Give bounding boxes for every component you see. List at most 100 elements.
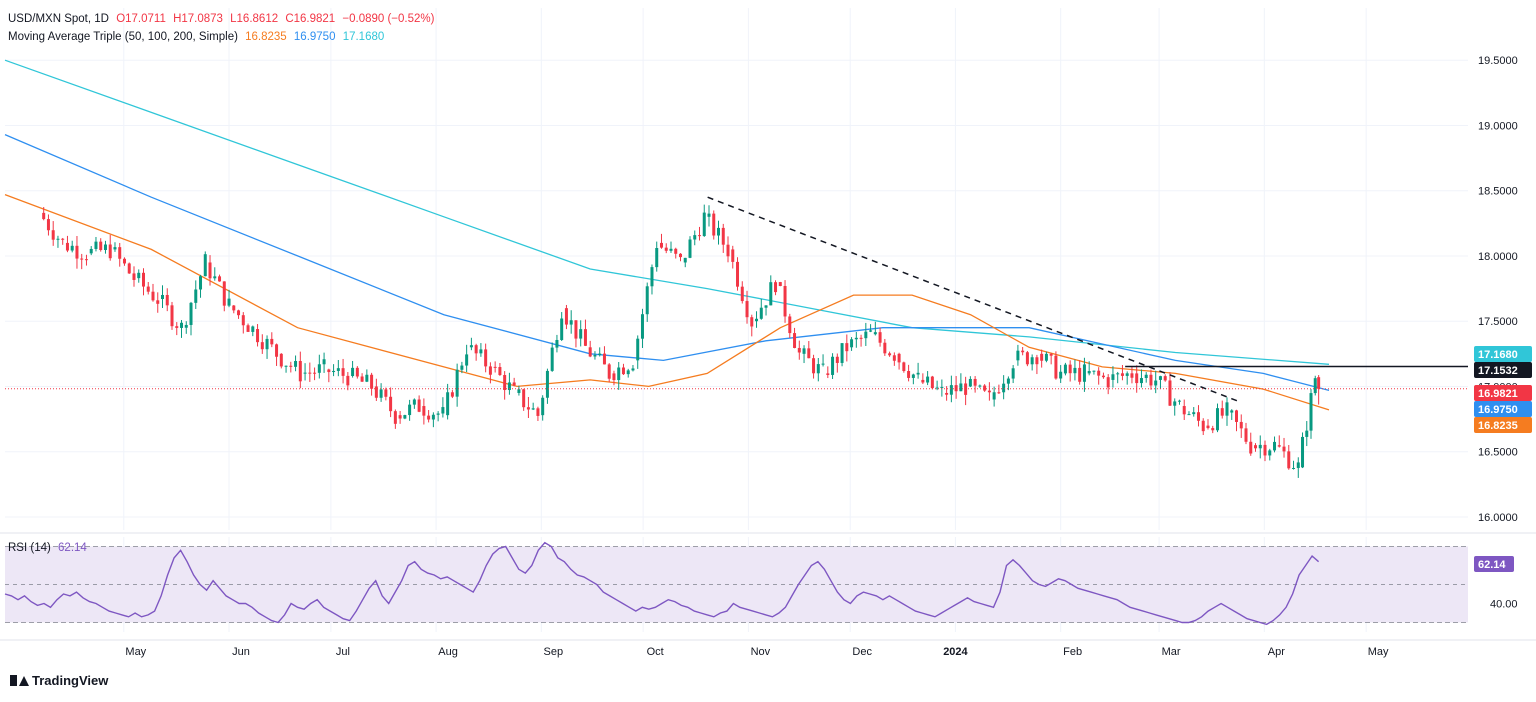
candle-body <box>1049 353 1053 356</box>
candle-body <box>94 241 98 249</box>
candle-body <box>945 392 949 395</box>
candle-body <box>902 362 906 372</box>
candle-body <box>118 247 122 259</box>
symbol-label[interactable]: USD/MXN Spot, 1D <box>8 13 109 25</box>
candle-body <box>821 363 825 365</box>
price-tick-label: 17.5000 <box>1478 316 1518 328</box>
candle-body <box>569 320 573 325</box>
candle-body <box>788 316 792 334</box>
downtrend-line <box>707 196 1241 403</box>
candle-body <box>213 276 217 279</box>
candle-body <box>617 367 621 381</box>
candle-body <box>1268 450 1272 456</box>
candle-body <box>56 238 60 240</box>
candle-body <box>265 338 269 350</box>
candle-body <box>631 368 635 371</box>
candle-body <box>313 372 317 374</box>
time-tick-label: Jul <box>336 646 350 658</box>
candle-body <box>1059 371 1063 379</box>
candle-body <box>1054 355 1058 379</box>
time-tick-label: Jun <box>232 646 250 658</box>
candle-body <box>712 213 716 236</box>
time-tick-label: May <box>1368 646 1389 658</box>
candle-body <box>1292 467 1296 469</box>
candle-body <box>246 325 250 332</box>
candle-body <box>132 273 136 280</box>
price-tag-label: 16.9750 <box>1478 404 1518 416</box>
tradingview-logo[interactable]: TradingView <box>10 673 108 688</box>
candle-body <box>1173 401 1177 406</box>
candle-body <box>698 235 702 237</box>
candle-body <box>755 318 759 322</box>
candle-body <box>336 368 340 371</box>
price-tick-label: 19.0000 <box>1478 120 1518 132</box>
candle-body <box>113 247 117 250</box>
candle-body <box>460 365 464 370</box>
candle-body <box>840 343 844 363</box>
price-tag-label: 16.8235 <box>1478 420 1518 432</box>
candle-body <box>997 392 1001 394</box>
candle-body <box>1078 367 1082 382</box>
candle-body <box>175 326 179 328</box>
price-tick-label: 19.5000 <box>1478 55 1518 67</box>
candle-body <box>968 378 972 387</box>
candle-body <box>170 305 174 327</box>
candle-body <box>332 370 336 373</box>
candle-body <box>1144 374 1148 379</box>
candle-body <box>1282 446 1286 452</box>
candle-body <box>973 378 977 386</box>
rsi-title[interactable]: RSI (14) <box>8 542 51 554</box>
candle-body <box>1263 444 1267 456</box>
candle-body <box>664 247 668 251</box>
candle-body <box>341 368 345 376</box>
price-tick-label: 18.0000 <box>1478 251 1518 263</box>
price-tag-label: 16.9821 <box>1478 388 1518 400</box>
candle-body <box>1002 383 1006 393</box>
candle-body <box>650 267 654 287</box>
candle-body <box>1139 378 1143 384</box>
candle-body <box>184 324 188 328</box>
close-value: C16.9821 <box>285 13 336 25</box>
candle-body <box>408 404 412 416</box>
candle-body <box>469 345 473 348</box>
candle-body <box>180 322 184 328</box>
ma200-value: 17.1680 <box>342 31 385 43</box>
candle-body <box>75 245 79 259</box>
candle-body <box>940 386 944 388</box>
candle-body <box>883 342 887 354</box>
rsi-value-tag-label: 62.14 <box>1478 559 1506 571</box>
candle-body <box>560 318 564 340</box>
candle-body <box>774 282 778 293</box>
candle-body <box>270 338 274 345</box>
candle-body <box>555 339 559 348</box>
candle-body <box>303 372 307 374</box>
candle-body <box>655 248 659 268</box>
candle-body <box>256 329 260 343</box>
time-tick-label: May <box>125 646 146 658</box>
candle-body <box>1016 350 1020 361</box>
candle-body <box>707 213 711 217</box>
candle-body <box>1230 410 1234 413</box>
candle-body <box>127 263 131 274</box>
candle-body <box>103 244 107 251</box>
time-tick-label: Sep <box>544 646 564 658</box>
candle-body <box>1305 430 1309 437</box>
candle-body <box>275 344 279 357</box>
time-tick-label: 2024 <box>943 646 968 658</box>
candle-body <box>1130 373 1134 378</box>
candle-body <box>1273 441 1277 451</box>
candle-body <box>137 272 141 279</box>
candle-body <box>232 305 236 311</box>
candle-body <box>826 373 830 375</box>
price-tag-label: 17.1680 <box>1478 349 1518 361</box>
candle-body <box>588 347 592 357</box>
ma-title[interactable]: Moving Average Triple (50, 100, 200, Sim… <box>8 31 238 43</box>
candle-body <box>621 367 625 375</box>
candle-body <box>745 301 749 318</box>
candle-body <box>1025 352 1029 365</box>
candle-body <box>455 369 459 397</box>
candle-body <box>203 254 207 277</box>
candle-body <box>759 307 763 319</box>
candle-body <box>769 282 773 306</box>
